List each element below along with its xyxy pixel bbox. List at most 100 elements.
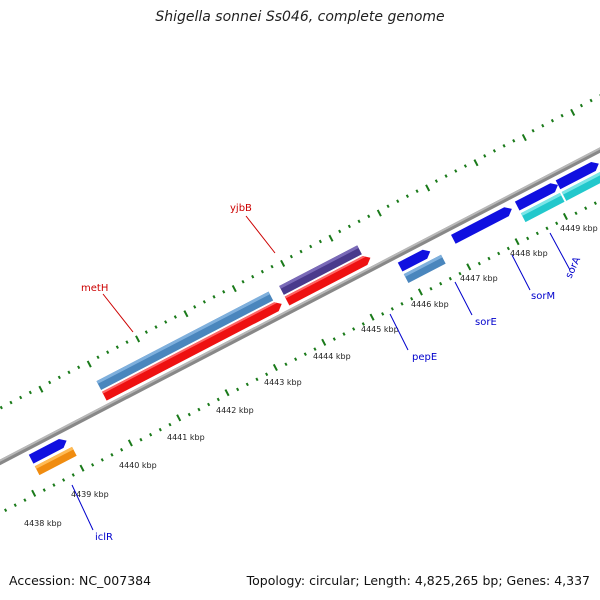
- minor-tick: [23, 498, 27, 502]
- sorE-feature[interactable]: [451, 204, 514, 244]
- sorM-cyan-feature[interactable]: [520, 192, 565, 223]
- minor-tick: [265, 372, 269, 377]
- minor-tick: [77, 365, 81, 370]
- gene-label-sorA: sorA: [564, 255, 583, 280]
- major-tick: [31, 489, 37, 497]
- minor-tick: [96, 355, 100, 360]
- minor-tick: [338, 229, 342, 234]
- minor-tick: [115, 345, 119, 349]
- minor-tick: [9, 400, 13, 405]
- metH-cds[interactable]: [102, 299, 284, 401]
- major-tick: [183, 310, 189, 318]
- minor-tick: [193, 305, 197, 309]
- major-tick: [328, 234, 334, 242]
- genome-backbone: [0, 127, 600, 483]
- inner-tick-rail: [4, 201, 597, 512]
- minor-tick: [0, 405, 3, 410]
- minor-tick: [241, 279, 245, 284]
- major-tick: [514, 238, 520, 246]
- minor-tick: [390, 307, 394, 311]
- minor-tick: [168, 422, 172, 427]
- sorM-feature[interactable]: [514, 180, 560, 211]
- metH-feature[interactable]: [96, 291, 274, 391]
- accession-text: Accession: NC_007384: [9, 573, 152, 588]
- major-tick: [135, 335, 141, 343]
- gene-label-yjbB: yjbB: [230, 203, 252, 214]
- sorA-cyan-feature[interactable]: [561, 171, 600, 201]
- minor-tick: [477, 261, 481, 266]
- minor-tick: [28, 390, 32, 395]
- tick-label-4438: 4438 kbp: [24, 519, 62, 528]
- tick-label-4442: 4442 kbp: [216, 406, 254, 415]
- minor-tick: [400, 302, 404, 306]
- major-tick: [321, 338, 327, 346]
- gene-label-metH: metH: [81, 283, 108, 294]
- major-tick: [86, 360, 92, 368]
- minor-tick: [429, 286, 433, 291]
- minor-tick: [367, 214, 371, 219]
- minor-tick: [158, 427, 162, 432]
- minor-tick: [100, 458, 104, 462]
- minor-tick: [550, 118, 555, 123]
- minor-tick: [415, 189, 419, 193]
- pepE-steelblue-feature[interactable]: [403, 254, 446, 284]
- minor-tick: [207, 402, 211, 407]
- tick-label-4449: 4449 kbp: [560, 224, 598, 233]
- minor-tick: [535, 231, 539, 236]
- major-tick: [79, 464, 85, 472]
- minor-tick: [342, 332, 346, 336]
- minor-tick: [139, 437, 143, 442]
- minor-tick: [270, 264, 274, 269]
- major-tick: [521, 133, 527, 142]
- yjbB-feature[interactable]: [279, 245, 362, 295]
- minor-tick: [458, 271, 462, 276]
- major-tick: [280, 259, 286, 267]
- minor-tick: [332, 337, 336, 341]
- tick-label-4447: 4447 kbp: [460, 274, 498, 283]
- major-tick: [466, 263, 472, 271]
- iclR-feature[interactable]: [28, 436, 69, 464]
- minor-tick: [294, 357, 298, 361]
- minor-tick: [512, 139, 516, 143]
- minor-tick: [381, 312, 385, 316]
- minor-tick: [347, 224, 351, 229]
- pepE-feature[interactable]: [397, 247, 433, 272]
- minor-tick: [255, 377, 259, 382]
- major-tick: [562, 212, 568, 221]
- tick-labels: 4438 kbp 4439 kbp 4440 kbp 4441 kbp 4442…: [24, 224, 598, 528]
- minor-tick: [309, 244, 313, 249]
- minor-tick: [106, 350, 110, 354]
- gene-label-iclR: iclR: [95, 532, 113, 543]
- minor-tick: [42, 488, 46, 492]
- minor-tick: [589, 98, 593, 103]
- sorA-feature[interactable]: [555, 159, 600, 190]
- minor-tick: [13, 503, 17, 507]
- tick-label-4444: 4444 kbp: [313, 352, 351, 361]
- minor-tick: [560, 113, 564, 118]
- minor-tick: [487, 256, 491, 261]
- minor-tick: [125, 340, 129, 344]
- gene-label-sorM: sorM: [531, 291, 555, 302]
- minor-tick: [313, 347, 317, 351]
- minor-tick: [492, 149, 496, 153]
- major-tick: [369, 313, 375, 321]
- minor-tick: [444, 174, 448, 178]
- yjbB-cds[interactable]: [284, 253, 373, 306]
- tick-label-4440: 4440 kbp: [119, 461, 157, 470]
- minor-tick: [506, 246, 510, 251]
- genome-title: Shigella sonnei Ss046, complete genome: [155, 9, 445, 25]
- minor-tick: [454, 169, 458, 173]
- minor-tick: [584, 206, 588, 211]
- minor-tick: [173, 315, 177, 319]
- minor-tick: [91, 463, 95, 467]
- minor-tick: [187, 412, 191, 417]
- minor-tick: [439, 281, 443, 286]
- major-tick: [127, 439, 133, 447]
- minor-tick: [299, 249, 303, 254]
- minor-tick: [386, 204, 390, 209]
- minor-tick: [4, 508, 8, 512]
- minor-tick: [67, 370, 71, 375]
- iclR-orange-feature[interactable]: [34, 446, 77, 476]
- major-tick: [417, 288, 423, 296]
